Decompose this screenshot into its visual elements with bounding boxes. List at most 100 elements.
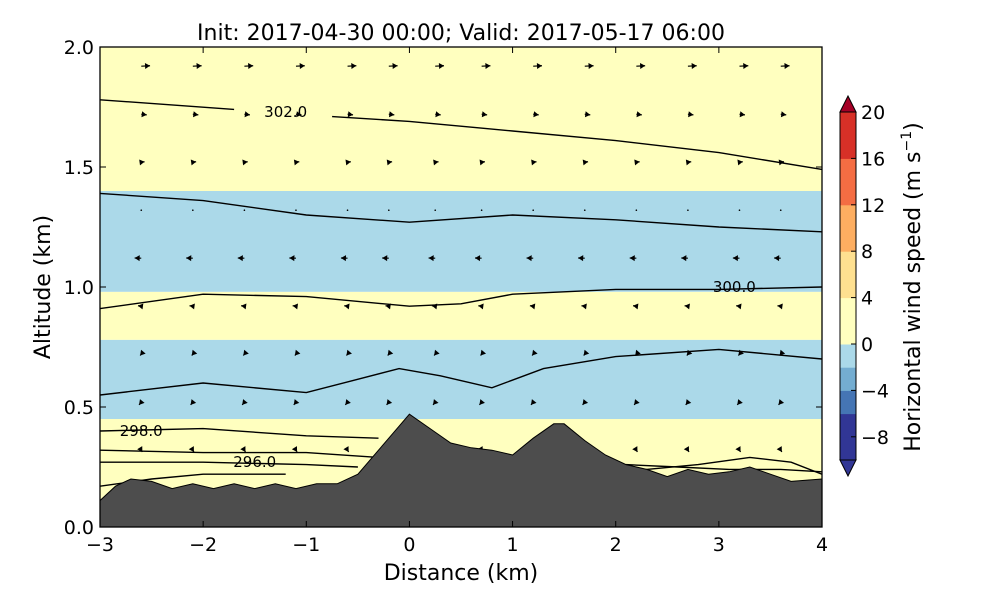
wind-vector xyxy=(242,349,249,356)
wind-vector xyxy=(632,446,638,453)
wind-vector xyxy=(531,159,537,166)
colorbar-tick-label: 4 xyxy=(861,288,873,310)
wind-vector xyxy=(388,209,390,211)
colorbar-tick-label: 12 xyxy=(861,195,885,217)
contour-labels: 302.0 300.0 298.0 296.0 xyxy=(120,103,756,471)
wind-vector xyxy=(634,349,641,356)
wind-speed-band xyxy=(100,291,822,340)
contour-label: 302.0 xyxy=(264,103,307,121)
contour-line xyxy=(100,348,822,396)
wind-vector xyxy=(345,349,352,356)
y-axis-label: Altitude (km) xyxy=(31,215,56,359)
wind-vector xyxy=(683,446,690,453)
wind-speed-band xyxy=(100,143,822,191)
x-axis-ticks: −3 −2 −1 0 1 2 3 4 xyxy=(86,47,828,556)
wind-vector xyxy=(190,159,197,166)
x-tick-label: 3 xyxy=(713,534,725,556)
y-axis-ticks: 0.0 0.5 1.0 1.5 2.0 xyxy=(64,37,822,539)
wind-vector xyxy=(629,255,637,262)
terrain-fill xyxy=(100,413,822,527)
wind-vector xyxy=(532,209,534,211)
colorbar-segment xyxy=(840,320,856,345)
contour-label: 296.0 xyxy=(233,453,276,471)
colorbar-extend-min xyxy=(839,459,857,478)
colorbar-tick-label: 20 xyxy=(861,102,885,124)
wind-vector xyxy=(140,209,143,211)
wind-vector xyxy=(139,159,145,166)
wind-vector xyxy=(188,446,195,453)
wind-vector xyxy=(581,303,587,310)
x-tick-label: −3 xyxy=(86,534,114,556)
wind-vector xyxy=(190,399,197,406)
wind-vector xyxy=(137,303,144,310)
wind-vector xyxy=(681,255,688,262)
wind-vector xyxy=(388,111,395,118)
x-tick-label: 1 xyxy=(507,534,519,556)
wind-speed-band xyxy=(100,395,822,419)
wind-vector xyxy=(191,349,198,356)
colorbar-segment xyxy=(840,204,856,229)
colorbar-segment xyxy=(840,251,856,275)
colorbar-segment xyxy=(840,274,856,299)
terrain xyxy=(100,413,822,527)
wind-vector xyxy=(189,303,195,310)
wind-vector xyxy=(289,255,296,262)
wind-vector xyxy=(139,349,146,356)
wind-vector xyxy=(739,63,749,70)
wind-vector xyxy=(738,209,741,211)
colorbar-segment xyxy=(840,390,856,415)
wind-vector xyxy=(243,209,246,211)
wind-vector xyxy=(237,255,245,262)
wind-vector xyxy=(774,255,781,262)
wind-vector xyxy=(386,399,393,406)
wind-vector xyxy=(431,303,438,310)
wind-vector xyxy=(295,111,302,118)
wind-vector xyxy=(636,111,642,118)
wind-vector xyxy=(735,446,742,453)
wind-vector xyxy=(480,209,483,211)
wind-vector xyxy=(434,209,437,211)
wind-vector xyxy=(634,159,640,166)
y-tick-label: 1.0 xyxy=(64,277,94,299)
wind-vector xyxy=(343,446,350,453)
wind-vector xyxy=(736,399,743,406)
x-tick-label: 0 xyxy=(403,534,415,556)
wind-vector xyxy=(533,63,543,70)
wind-vector xyxy=(687,111,694,118)
colorbar-frame xyxy=(839,111,857,461)
wind-vector xyxy=(475,255,482,262)
wind-vector xyxy=(340,255,348,262)
wind-vector xyxy=(295,63,305,70)
wind-speed-band xyxy=(100,191,822,239)
wind-vector xyxy=(292,303,299,310)
wind-vector xyxy=(344,399,351,406)
wind-vector xyxy=(583,349,590,356)
wind-vector xyxy=(779,209,782,211)
x-axis-label: Distance (km) xyxy=(384,561,539,586)
wind-vector xyxy=(780,63,790,70)
wind-vector xyxy=(244,63,254,70)
wind-vector xyxy=(435,111,441,118)
wind-vector xyxy=(192,111,199,118)
wind-vector xyxy=(780,111,787,118)
wind-vector xyxy=(382,255,389,262)
wind-vector xyxy=(779,349,786,356)
contour-line xyxy=(100,192,822,233)
contour-line xyxy=(100,461,358,468)
wind-vector xyxy=(293,399,300,406)
wind-vector xyxy=(386,159,393,166)
wind-vector xyxy=(582,159,589,166)
wind-vector xyxy=(137,446,143,453)
colorbar: −8 −4 0 4 8 12 16 20 xyxy=(839,94,889,478)
wind-vector xyxy=(242,159,248,166)
wind-vector xyxy=(428,255,436,262)
wind-vector xyxy=(636,63,646,70)
wind-vector xyxy=(732,255,740,262)
wind-vector xyxy=(632,303,639,310)
wind-vector xyxy=(635,209,638,211)
wind-vector xyxy=(776,446,783,453)
wind-vector xyxy=(531,349,538,356)
wind-vector xyxy=(584,111,591,118)
contour-line xyxy=(100,286,822,310)
